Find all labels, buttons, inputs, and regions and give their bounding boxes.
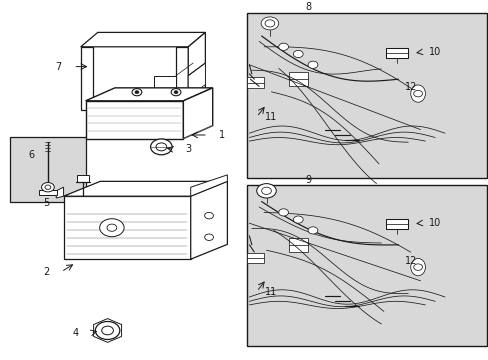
Circle shape bbox=[132, 89, 142, 96]
Polygon shape bbox=[183, 88, 212, 139]
Circle shape bbox=[278, 43, 288, 50]
Circle shape bbox=[171, 89, 181, 96]
Circle shape bbox=[264, 20, 274, 27]
Polygon shape bbox=[188, 63, 205, 97]
Bar bbox=[10, 137, 85, 202]
Polygon shape bbox=[154, 76, 176, 97]
Text: 3: 3 bbox=[185, 144, 191, 154]
Bar bbox=[246, 13, 486, 178]
Bar bbox=[246, 77, 264, 88]
Polygon shape bbox=[81, 32, 205, 47]
Bar bbox=[39, 190, 57, 195]
Polygon shape bbox=[85, 101, 183, 139]
Polygon shape bbox=[190, 175, 227, 196]
Polygon shape bbox=[63, 196, 190, 259]
Circle shape bbox=[204, 212, 213, 219]
Text: 10: 10 bbox=[428, 47, 441, 57]
Circle shape bbox=[293, 216, 303, 223]
Text: 12: 12 bbox=[404, 82, 416, 92]
Circle shape bbox=[293, 50, 303, 58]
Circle shape bbox=[278, 209, 288, 216]
Polygon shape bbox=[190, 181, 227, 259]
Circle shape bbox=[102, 326, 113, 335]
Polygon shape bbox=[81, 47, 188, 110]
Bar bbox=[386, 48, 407, 58]
Circle shape bbox=[256, 184, 276, 198]
Circle shape bbox=[413, 264, 422, 270]
Circle shape bbox=[95, 321, 120, 339]
Polygon shape bbox=[56, 187, 63, 198]
Text: 7: 7 bbox=[56, 62, 61, 72]
Bar bbox=[288, 238, 307, 252]
Circle shape bbox=[107, 224, 117, 231]
Text: 10: 10 bbox=[428, 218, 441, 228]
Bar bbox=[77, 175, 89, 182]
Circle shape bbox=[261, 187, 271, 194]
Text: 12: 12 bbox=[404, 256, 416, 266]
Circle shape bbox=[45, 185, 51, 189]
Text: 2: 2 bbox=[43, 267, 49, 277]
Text: 1: 1 bbox=[219, 130, 225, 140]
Circle shape bbox=[150, 139, 172, 155]
Polygon shape bbox=[63, 181, 227, 196]
Polygon shape bbox=[85, 88, 212, 101]
Text: 9: 9 bbox=[305, 175, 310, 185]
Bar bbox=[246, 185, 486, 346]
Circle shape bbox=[174, 91, 178, 94]
Circle shape bbox=[41, 183, 54, 192]
Bar bbox=[288, 72, 307, 86]
Bar bbox=[246, 253, 264, 263]
Text: 4: 4 bbox=[73, 328, 79, 338]
Circle shape bbox=[204, 234, 213, 240]
Text: 8: 8 bbox=[305, 2, 310, 12]
Text: 11: 11 bbox=[264, 287, 277, 297]
Text: 6: 6 bbox=[29, 150, 35, 160]
Circle shape bbox=[156, 143, 166, 151]
Polygon shape bbox=[188, 32, 205, 110]
Circle shape bbox=[135, 91, 139, 94]
Circle shape bbox=[100, 219, 124, 237]
Ellipse shape bbox=[410, 85, 425, 102]
Bar bbox=[386, 219, 407, 229]
Circle shape bbox=[307, 61, 317, 68]
Text: 5: 5 bbox=[43, 198, 49, 208]
Circle shape bbox=[413, 90, 422, 97]
Text: 11: 11 bbox=[264, 112, 277, 122]
Circle shape bbox=[261, 17, 278, 30]
Circle shape bbox=[307, 227, 317, 234]
Ellipse shape bbox=[410, 258, 425, 276]
